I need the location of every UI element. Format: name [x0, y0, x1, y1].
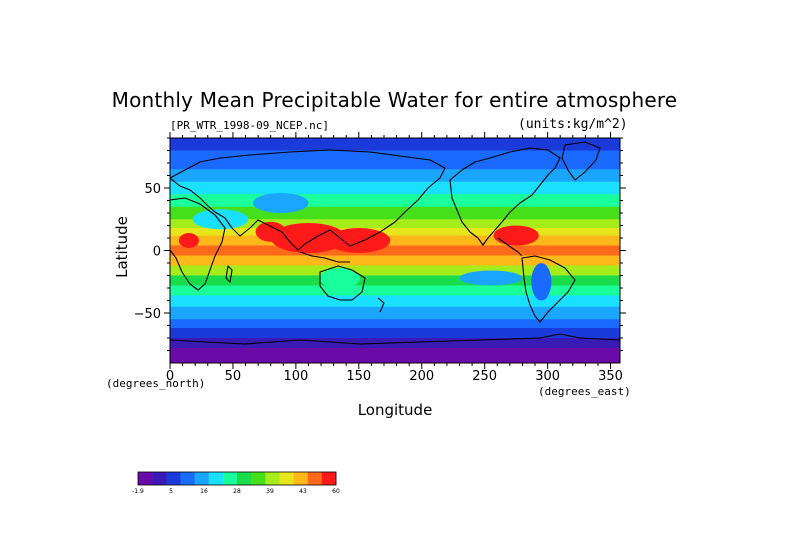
- x-tick-label: 0: [166, 369, 174, 384]
- colorbar-swatch: [307, 472, 323, 485]
- colorbar-label: 39: [266, 488, 274, 495]
- colorbar-label: 16: [200, 488, 208, 495]
- colorbar-label: 5: [169, 488, 173, 495]
- anomaly-region-2: [327, 228, 391, 253]
- lat-band-1: [170, 150, 620, 170]
- precipitable-water-anomalies: [178, 193, 552, 301]
- colorbar-swatch: [321, 472, 337, 485]
- y-axis-units: (degrees_north): [106, 377, 206, 390]
- x-tick-label: 350: [598, 369, 623, 384]
- x-axis-units: (degrees_east): [538, 385, 631, 398]
- colorbar: -1.9 5 16 28 39 43 60: [132, 471, 340, 495]
- colorbar-swatch: [293, 472, 309, 485]
- colorbar-swatch: [194, 472, 210, 485]
- lat-band-14: [170, 295, 620, 308]
- x-tick-label: 100: [283, 369, 308, 384]
- colorbar-frame: [137, 471, 337, 486]
- lat-band-10: [170, 255, 620, 266]
- coastline-south-america: [521, 255, 576, 323]
- lat-band-2: [170, 169, 620, 183]
- anomaly-region-5: [192, 209, 249, 230]
- anomaly-region-8: [531, 263, 552, 301]
- colorbar-swatch: [251, 472, 266, 485]
- map-title: Monthly Mean Precipitable Water for enti…: [111, 88, 678, 112]
- colorbar-swatch: [279, 472, 294, 485]
- x-tick-label: 250: [472, 369, 497, 384]
- lat-band-3: [170, 181, 620, 195]
- anomaly-region-6: [253, 193, 309, 213]
- colorbar-swatch: [138, 472, 153, 485]
- lat-band-4: [170, 194, 620, 208]
- lat-band-12: [170, 275, 620, 286]
- lat-band-8: [170, 235, 620, 246]
- coastlines: [170, 141, 620, 345]
- x-axis-label: Longitude: [357, 401, 433, 419]
- coastline-antarctica: [170, 333, 620, 345]
- anomaly-region-3: [493, 225, 539, 246]
- x-axis: 0 50 100 150 200 250 300 350: [166, 132, 623, 384]
- anomaly-region-9: [319, 268, 361, 288]
- colorbar-swatch: [265, 472, 280, 485]
- lat-band-19: [170, 348, 620, 363]
- coastline-eurasia: [170, 149, 446, 251]
- coastline-north-america: [449, 147, 561, 246]
- colorbar-label: -1.9: [132, 488, 144, 495]
- lat-band-16: [170, 319, 620, 329]
- x-tick-label: 200: [409, 369, 434, 384]
- colorbar-swatch: [180, 472, 195, 485]
- coastline-madagascar: [225, 265, 233, 283]
- units-label: (units:kg/m^2): [518, 117, 628, 132]
- y-tick-label: 0: [153, 245, 161, 260]
- y-axis-label: Latitude: [113, 216, 131, 278]
- colorbar-swatch: [208, 472, 224, 485]
- precipitable-water-field: [170, 138, 620, 363]
- colorbar-swatch: [237, 472, 252, 485]
- source-file-label: [PR_WTR_1998-09_NCEP.nc]: [170, 119, 329, 132]
- coastline-africa: [170, 197, 226, 291]
- colorbar-label: 43: [299, 488, 307, 495]
- colorbar-swatch: [222, 472, 238, 485]
- x-tick-label: 300: [535, 369, 560, 384]
- colorbar-label: 28: [233, 488, 241, 495]
- coastline-new-zealand: [377, 297, 385, 313]
- anomaly-region-0: [270, 223, 347, 253]
- y-tick-label: −50: [134, 307, 161, 322]
- coastline-indonesia: [299, 251, 350, 263]
- x-tick-label: 50: [225, 369, 242, 384]
- y-axis: 50 0 −50: [134, 137, 626, 351]
- x-tick-label: 150: [346, 369, 371, 384]
- colorbar-swatch: [166, 472, 181, 485]
- lat-band-13: [170, 285, 620, 296]
- anomaly-region-1: [255, 221, 286, 242]
- coastline-central-america: [497, 237, 523, 257]
- y-tick-label: 50: [144, 182, 161, 197]
- coastline-australia: [319, 265, 366, 301]
- anomaly-region-4: [178, 233, 199, 248]
- lat-band-6: [170, 219, 620, 229]
- coastline-greenland: [561, 141, 601, 181]
- lat-band-0: [170, 138, 620, 151]
- lat-band-11: [170, 265, 620, 276]
- anomaly-region-7: [459, 270, 523, 286]
- colorbar-swatch: [152, 472, 167, 485]
- lat-band-7: [170, 228, 620, 236]
- lat-band-15: [170, 306, 620, 320]
- lat-band-9: [170, 245, 620, 256]
- lat-band-17: [170, 328, 620, 339]
- colorbar-label: 60: [332, 488, 340, 495]
